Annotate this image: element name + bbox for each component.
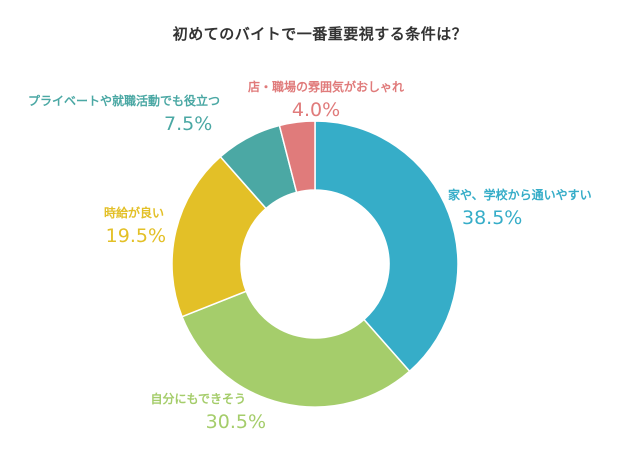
label-slice-commute: 家や、学校から通いやすい 38.5%: [448, 186, 592, 229]
slice-value-label: 30.5%: [205, 411, 266, 433]
slice-category-label: 家や、学校から通いやすい: [448, 188, 592, 202]
slice-atmosphere: [278, 120, 316, 194]
slice-value-label: 7.5%: [164, 113, 213, 135]
slice-category-label: プライベートや就職活動でも役立つ: [28, 94, 221, 108]
label-slice-wage: 時給が良い 19.5%: [103, 204, 166, 247]
slice-category-label: 自分にもできそう: [150, 392, 246, 406]
slice-wage: [171, 155, 268, 318]
slice-capable: [181, 290, 411, 408]
slice-value-label: 4.0%: [291, 99, 341, 121]
slice-category-label: 店・職場の雰囲気がおしゃれ: [248, 80, 405, 94]
label-slice-atmosphere: 店・職場の雰囲気がおしゃれ 4.0%: [248, 78, 405, 121]
slice-value-label: 38.5%: [462, 207, 523, 229]
slice-category-label: 時給が良い: [103, 206, 164, 220]
chart-title: 初めてのバイトで一番重要視する条件は？: [172, 25, 468, 43]
label-slice-capable: 自分にもできそう 30.5%: [150, 390, 266, 433]
label-slice-career: プライベートや就職活動でも役立つ 7.5%: [28, 92, 220, 135]
slice-value-label: 19.5%: [105, 225, 166, 247]
slice-commute: [314, 120, 459, 373]
